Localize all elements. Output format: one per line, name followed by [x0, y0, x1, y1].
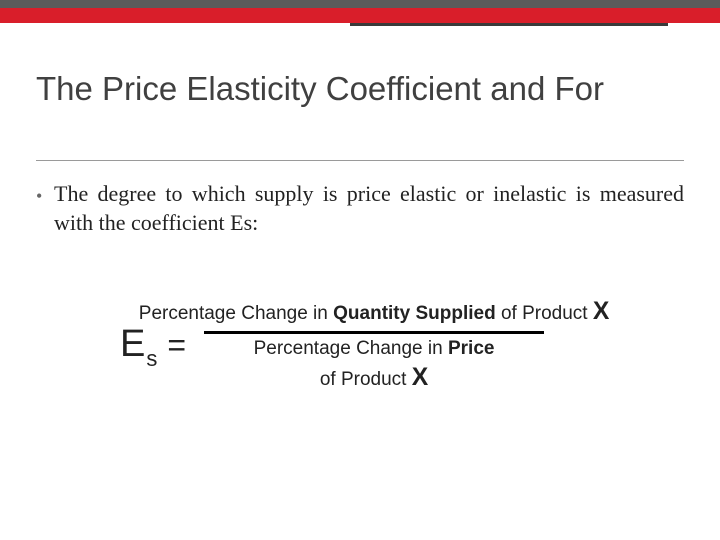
formula-symbol: E	[120, 323, 145, 366]
numerator-x: X	[593, 298, 609, 325]
title-rule	[36, 160, 684, 161]
fraction-numerator: Percentage Change in Quantity Supplied o…	[139, 296, 610, 328]
denominator-x: X	[412, 364, 428, 391]
fraction-line	[204, 331, 544, 334]
denominator-prefix: Percentage Change in	[254, 338, 448, 359]
formula-lhs: Es=	[120, 323, 186, 366]
numerator-bold: Quantity Supplied	[333, 303, 496, 324]
formula: Es= Percentage Change in Quantity Suppli…	[120, 296, 544, 394]
bullet-item: • The degree to which supply is price el…	[36, 180, 684, 237]
top-band-red	[0, 8, 720, 23]
denominator-mid: of Product	[320, 369, 412, 390]
top-band-dark	[0, 0, 720, 8]
bullet-marker: •	[36, 180, 54, 237]
numerator-prefix: Percentage Change in	[139, 303, 333, 324]
slide-title: The Price Elasticity Coefficient and For	[36, 70, 684, 108]
fraction-denominator: Percentage Change in Price of Product X	[254, 337, 495, 394]
slide: The Price Elasticity Coefficient and For…	[0, 0, 720, 540]
bullet-text: The degree to which supply is price elas…	[54, 180, 684, 237]
formula-equals: =	[167, 327, 186, 364]
denominator-bold: Price	[448, 338, 494, 359]
formula-subscript: s	[146, 346, 157, 372]
formula-fraction: Percentage Change in Quantity Supplied o…	[204, 296, 544, 394]
top-band-underline	[350, 23, 668, 26]
numerator-mid: of Product	[496, 303, 593, 324]
